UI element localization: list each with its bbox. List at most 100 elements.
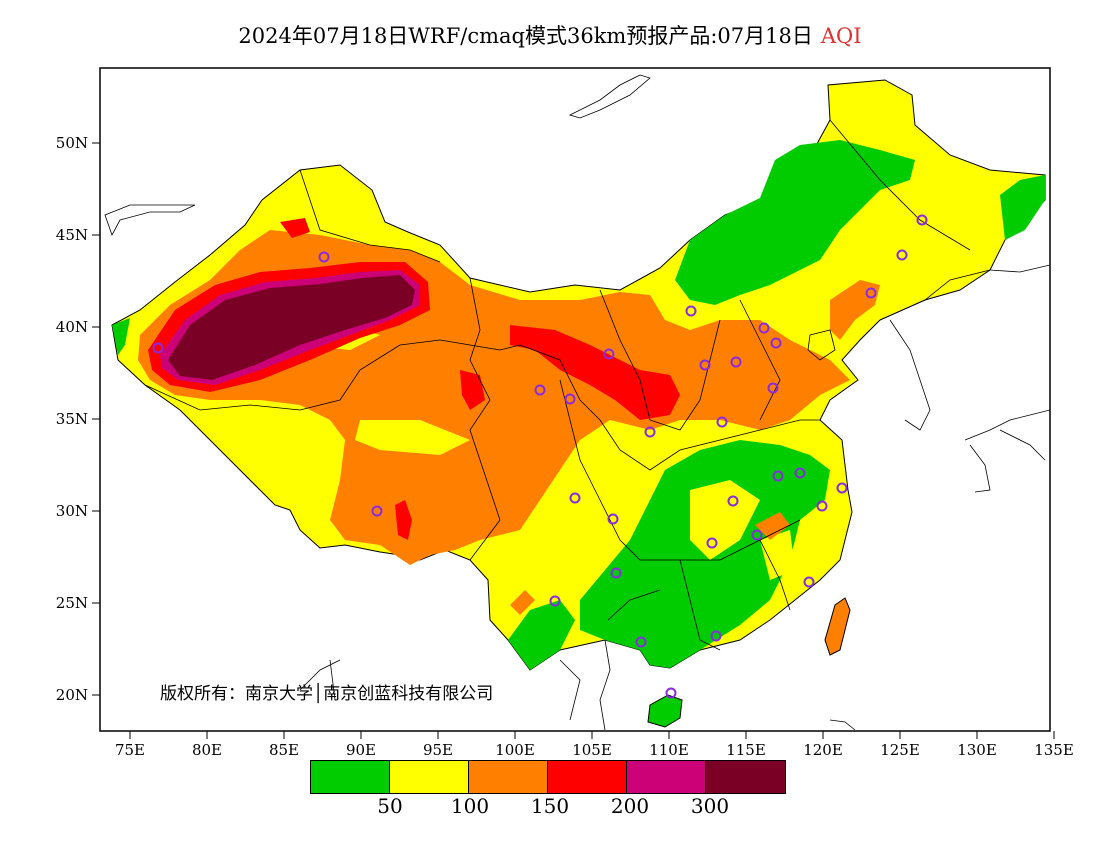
station-marker	[751, 529, 763, 541]
station-marker	[635, 636, 647, 648]
lon-tick-label: 130E	[957, 741, 997, 759]
station-marker	[896, 249, 908, 261]
colorbar-label-100: 100	[450, 794, 490, 818]
good-region-far-northeast	[1000, 175, 1045, 240]
coastline-india	[299, 659, 341, 701]
moderate-patch-tibet	[355, 420, 470, 455]
province-boundary	[679, 559, 721, 651]
province-boundary	[144, 339, 521, 411]
station-marker	[767, 382, 779, 394]
coastline-korea	[889, 319, 931, 431]
province-boundary	[469, 277, 501, 561]
lon-axis: 75E 80E 85E 90E 95E 100E 105E 110E 115E 120E 125E 1…	[115, 731, 1074, 759]
station-marker	[816, 500, 828, 512]
province-boundary	[829, 119, 971, 251]
lon-tick-label: 105E	[572, 741, 612, 759]
station-marker	[706, 537, 718, 549]
hazardous-region	[168, 275, 415, 380]
lat-tick-label: 45N	[56, 226, 88, 244]
unhealthy-region-north	[510, 325, 680, 420]
copyright-notice: 版权所有：南京大学│南京创蓝科技有限公司	[160, 684, 494, 704]
coastline-baikal	[568, 74, 651, 119]
lon-tick-label: 125E	[880, 741, 920, 759]
unhealthy-patch-1	[460, 370, 485, 410]
colorbar-cell-usg	[469, 761, 548, 793]
lon-tick-label: 110E	[649, 741, 689, 759]
station-marker	[699, 359, 711, 371]
station-marker	[710, 630, 722, 642]
lon-tick-label: 120E	[803, 741, 843, 759]
lat-tick-label: 25N	[56, 594, 88, 612]
colorbar-label-200: 200	[610, 794, 650, 818]
lon-tick-label: 75E	[115, 741, 145, 759]
lon-tick-label: 115E	[726, 741, 766, 759]
station-marker	[549, 595, 561, 607]
good-region-hainan	[647, 694, 683, 728]
lat-tick-label: 20N	[56, 686, 88, 704]
station-markers	[152, 214, 928, 699]
coastline-japan	[964, 409, 1050, 493]
boundaries	[104, 74, 1050, 731]
province-boundary	[759, 539, 791, 611]
map-frame	[99, 67, 1051, 732]
map-fields	[111, 79, 1046, 728]
usg-patch-east	[755, 512, 790, 540]
station-marker	[794, 467, 806, 479]
title-main: 2024年07月18日WRF/cmaq模式36km预报产品:07月18日	[238, 24, 813, 48]
colorbar-cell-very-unhealthy	[627, 761, 706, 793]
station-marker	[685, 305, 697, 317]
station-marker	[803, 576, 815, 588]
station-marker	[152, 342, 164, 354]
lat-axis: 50N 45N 40N 35N 30N 25N 20N	[56, 134, 100, 704]
province-boundary	[859, 269, 991, 341]
station-marker	[564, 393, 576, 405]
province-boundary	[559, 379, 801, 561]
station-marker	[730, 356, 742, 368]
colorbar-cell-unhealthy	[548, 761, 627, 793]
good-region-southwest	[508, 600, 575, 670]
station-marker	[644, 426, 656, 438]
colorbar-cell-moderate	[390, 761, 469, 793]
station-marker	[603, 348, 615, 360]
station-marker	[607, 513, 619, 525]
lat-tick-label: 35N	[56, 410, 88, 428]
station-marker	[610, 567, 622, 579]
station-marker	[758, 322, 770, 334]
station-marker	[371, 505, 383, 517]
station-marker	[716, 416, 728, 428]
station-marker	[318, 251, 330, 263]
title-variable: AQI	[820, 24, 862, 48]
station-marker	[665, 687, 677, 699]
colorbar-cell-hazardous	[706, 761, 785, 793]
colorbar-label-50: 50	[377, 794, 403, 818]
station-marker	[836, 482, 848, 494]
coastline-phil	[829, 719, 856, 731]
moderate-patch-south2	[760, 530, 795, 580]
station-marker	[916, 214, 928, 226]
unhealthy-patch-2	[395, 500, 412, 540]
good-region-northeast	[675, 140, 915, 305]
station-marker	[770, 337, 782, 349]
usg-patch-southwest	[510, 590, 535, 615]
lat-tick-label: 50N	[56, 134, 88, 152]
unhealthy-patch-3	[280, 218, 310, 238]
lon-tick-label: 80E	[192, 741, 222, 759]
coastline-bohai	[807, 329, 836, 361]
lon-tick-label: 85E	[269, 741, 299, 759]
map-title: 2024年07月18日WRF/cmaq模式36km预报产品:07月18日 AQI	[0, 20, 1100, 50]
lon-tick-label: 95E	[423, 741, 453, 759]
colorbar-cell-good	[311, 761, 390, 793]
station-marker	[727, 495, 739, 507]
usg-region-taiwan	[824, 597, 851, 656]
good-region-west	[112, 318, 130, 355]
coastline-japan2	[999, 429, 1046, 461]
province-boundary	[299, 169, 441, 263]
lat-tick-label: 40N	[56, 318, 88, 336]
lon-tick-label: 135E	[1034, 741, 1074, 759]
province-boundary	[607, 589, 661, 621]
province-boundary	[519, 344, 820, 471]
coastline-russia	[989, 264, 1050, 273]
province-boundary	[739, 299, 781, 421]
coastline-balkhash	[104, 204, 196, 236]
